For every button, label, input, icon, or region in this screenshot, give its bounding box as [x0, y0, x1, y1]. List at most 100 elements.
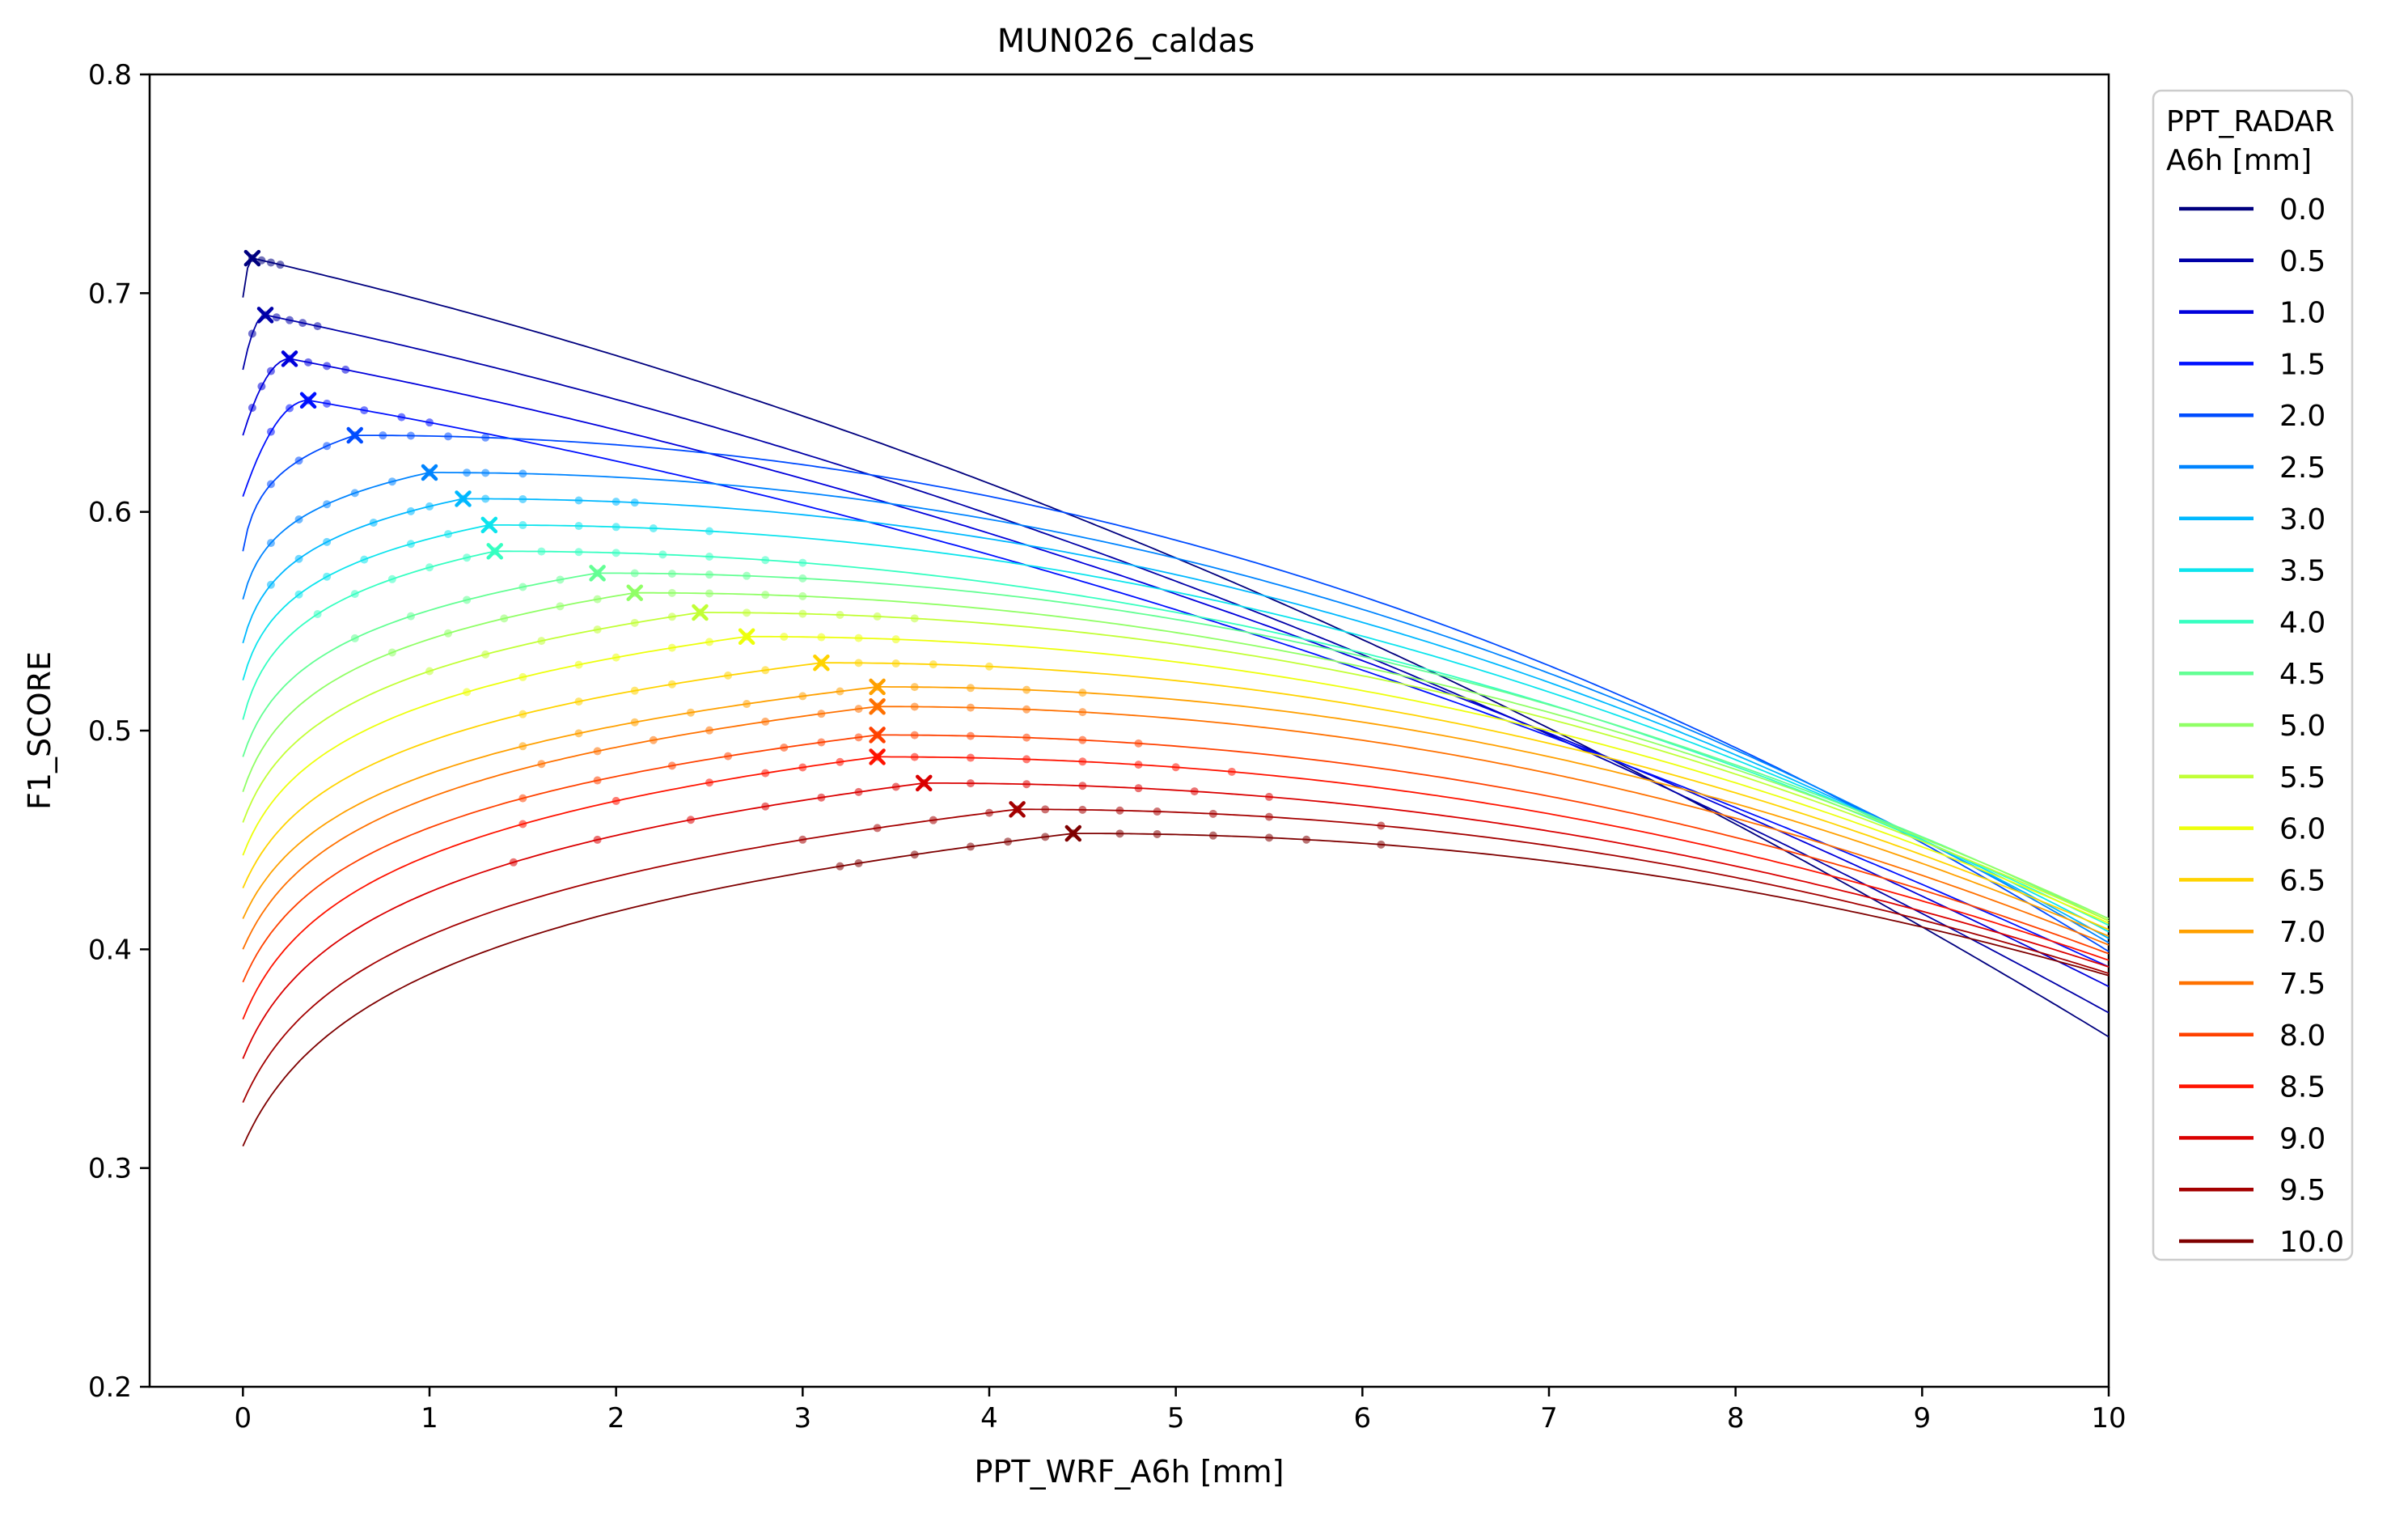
series-point-9.5	[1208, 809, 1217, 818]
series-point-4.0	[537, 547, 546, 556]
series-point-0.0	[257, 256, 266, 265]
series-point-8.0	[724, 752, 733, 761]
series-point-10.0	[910, 850, 919, 859]
series-line-6.5	[242, 662, 2110, 930]
plot-area	[148, 73, 2110, 1388]
legend-label-5.5: 5.5	[2279, 761, 2325, 795]
series-point-3.5	[612, 523, 620, 532]
series-point-8.0	[966, 731, 975, 740]
series-point-9.5	[1115, 806, 1124, 815]
series-point-3.5	[649, 523, 658, 532]
series-peak-marker-10.0	[1064, 824, 1082, 842]
x-tick-label: 6	[1354, 1402, 1372, 1435]
legend-label-2.5: 2.5	[2279, 451, 2325, 485]
x-tick-label: 9	[1914, 1402, 1932, 1435]
series-point-4.0	[387, 574, 396, 583]
series-point-7.0	[836, 687, 844, 696]
series-point-2.5	[518, 469, 527, 478]
y-axis-label: F1_SCORE	[22, 651, 57, 810]
series-line-3.5	[242, 524, 2110, 933]
series-peak-marker-0.5	[256, 307, 274, 324]
series-line-2.5	[242, 472, 2110, 943]
y-tick-label: 0.8	[88, 59, 132, 91]
legend-label-0.0: 0.0	[2279, 193, 2325, 227]
series-peak-marker-9.0	[916, 774, 933, 792]
series-point-4.0	[761, 556, 770, 565]
series-point-8.5	[1022, 755, 1031, 764]
legend-label-9.5: 9.5	[2279, 1174, 2325, 1207]
series-point-9.5	[1265, 812, 1273, 821]
series-point-0.0	[266, 258, 275, 267]
series-point-1.0	[266, 367, 275, 375]
series-point-5.5	[630, 618, 639, 627]
y-tick-label: 0.7	[88, 278, 132, 310]
series-point-10.0	[836, 862, 844, 871]
series-markers	[243, 249, 1386, 871]
series-point-10.0	[1265, 833, 1273, 842]
series-point-7.5	[910, 702, 919, 711]
series-point-9.0	[817, 793, 826, 802]
series-point-6.5	[985, 662, 993, 671]
y-tick-label: 0.4	[88, 934, 132, 966]
series-point-10.0	[1004, 837, 1013, 846]
series-line-1.5	[242, 399, 2110, 968]
series-point-10.0	[1041, 833, 1050, 841]
legend-label-4.0: 4.0	[2279, 606, 2325, 639]
series-point-2.5	[294, 515, 303, 523]
series-point-1.0	[304, 358, 313, 367]
series-point-7.5	[966, 703, 975, 712]
x-tick-label: 5	[1167, 1402, 1185, 1435]
series-point-8.0	[910, 731, 919, 740]
series-peak-marker-2.0	[346, 426, 363, 444]
series-point-6.0	[518, 672, 527, 681]
series-point-3.0	[518, 494, 527, 503]
series-point-8.0	[1022, 733, 1031, 742]
series-point-7.0	[1078, 689, 1087, 697]
series-point-9.0	[1190, 787, 1199, 796]
series-point-6.0	[780, 632, 789, 641]
series-point-2.5	[387, 477, 396, 486]
series-point-9.0	[1134, 784, 1143, 793]
series-peak-marker-2.5	[421, 464, 438, 481]
series-point-8.5	[1171, 763, 1180, 772]
x-axis: 0 1 2 3 4 5 6 7 8 9 10	[235, 1387, 2127, 1435]
legend-label-5.0: 5.0	[2279, 710, 2325, 743]
series-point-1.5	[286, 404, 294, 413]
series-point-2.5	[481, 468, 490, 477]
series-peak-marker-4.5	[589, 565, 606, 582]
series-point-2.0	[323, 442, 332, 451]
legend-label-2.0: 2.0	[2279, 400, 2325, 433]
series-point-3.5	[705, 527, 713, 536]
series-point-7.5	[1022, 705, 1031, 714]
series-point-2.0	[481, 433, 490, 442]
series-point-8.0	[593, 776, 602, 785]
series-point-9.0	[1078, 782, 1087, 790]
legend-label-7.0: 7.0	[2279, 916, 2325, 949]
series-point-8.5	[1134, 761, 1143, 769]
series-point-7.5	[1078, 708, 1087, 717]
series-point-2.5	[350, 489, 359, 498]
legend-label-1.5: 1.5	[2279, 348, 2325, 381]
legend-label-6.5: 6.5	[2279, 864, 2325, 897]
series-point-0.5	[248, 329, 256, 338]
x-tick-label: 2	[607, 1402, 625, 1435]
series-point-4.0	[574, 548, 583, 557]
x-axis-label: PPT_WRF_A6h [mm]	[975, 1454, 1284, 1490]
series-point-10.0	[1377, 840, 1386, 849]
x-tick-label: 7	[1540, 1402, 1558, 1435]
y-tick-label: 0.5	[88, 715, 132, 748]
x-tick-label: 0	[235, 1402, 252, 1435]
series-point-3.0	[323, 537, 332, 546]
series-point-4.5	[667, 570, 676, 578]
series-line-8.0	[242, 734, 2110, 983]
series-point-5.0	[387, 648, 396, 657]
series-line-3.0	[242, 498, 2110, 939]
series-point-8.0	[1134, 739, 1143, 748]
series-point-3.0	[406, 506, 415, 515]
series-point-7.0	[966, 684, 975, 693]
series-point-9.0	[854, 787, 863, 796]
legend-entries: 0.0 0.5 1.0 1.5 2.0 2.5 3.0 3.5 4.0 4.5 5.0 5.5 6.0 6…	[2179, 193, 2344, 1259]
series-point-2.0	[294, 456, 303, 465]
series-peak-marker-3.5	[480, 516, 498, 534]
series-line-7.5	[242, 706, 2110, 950]
